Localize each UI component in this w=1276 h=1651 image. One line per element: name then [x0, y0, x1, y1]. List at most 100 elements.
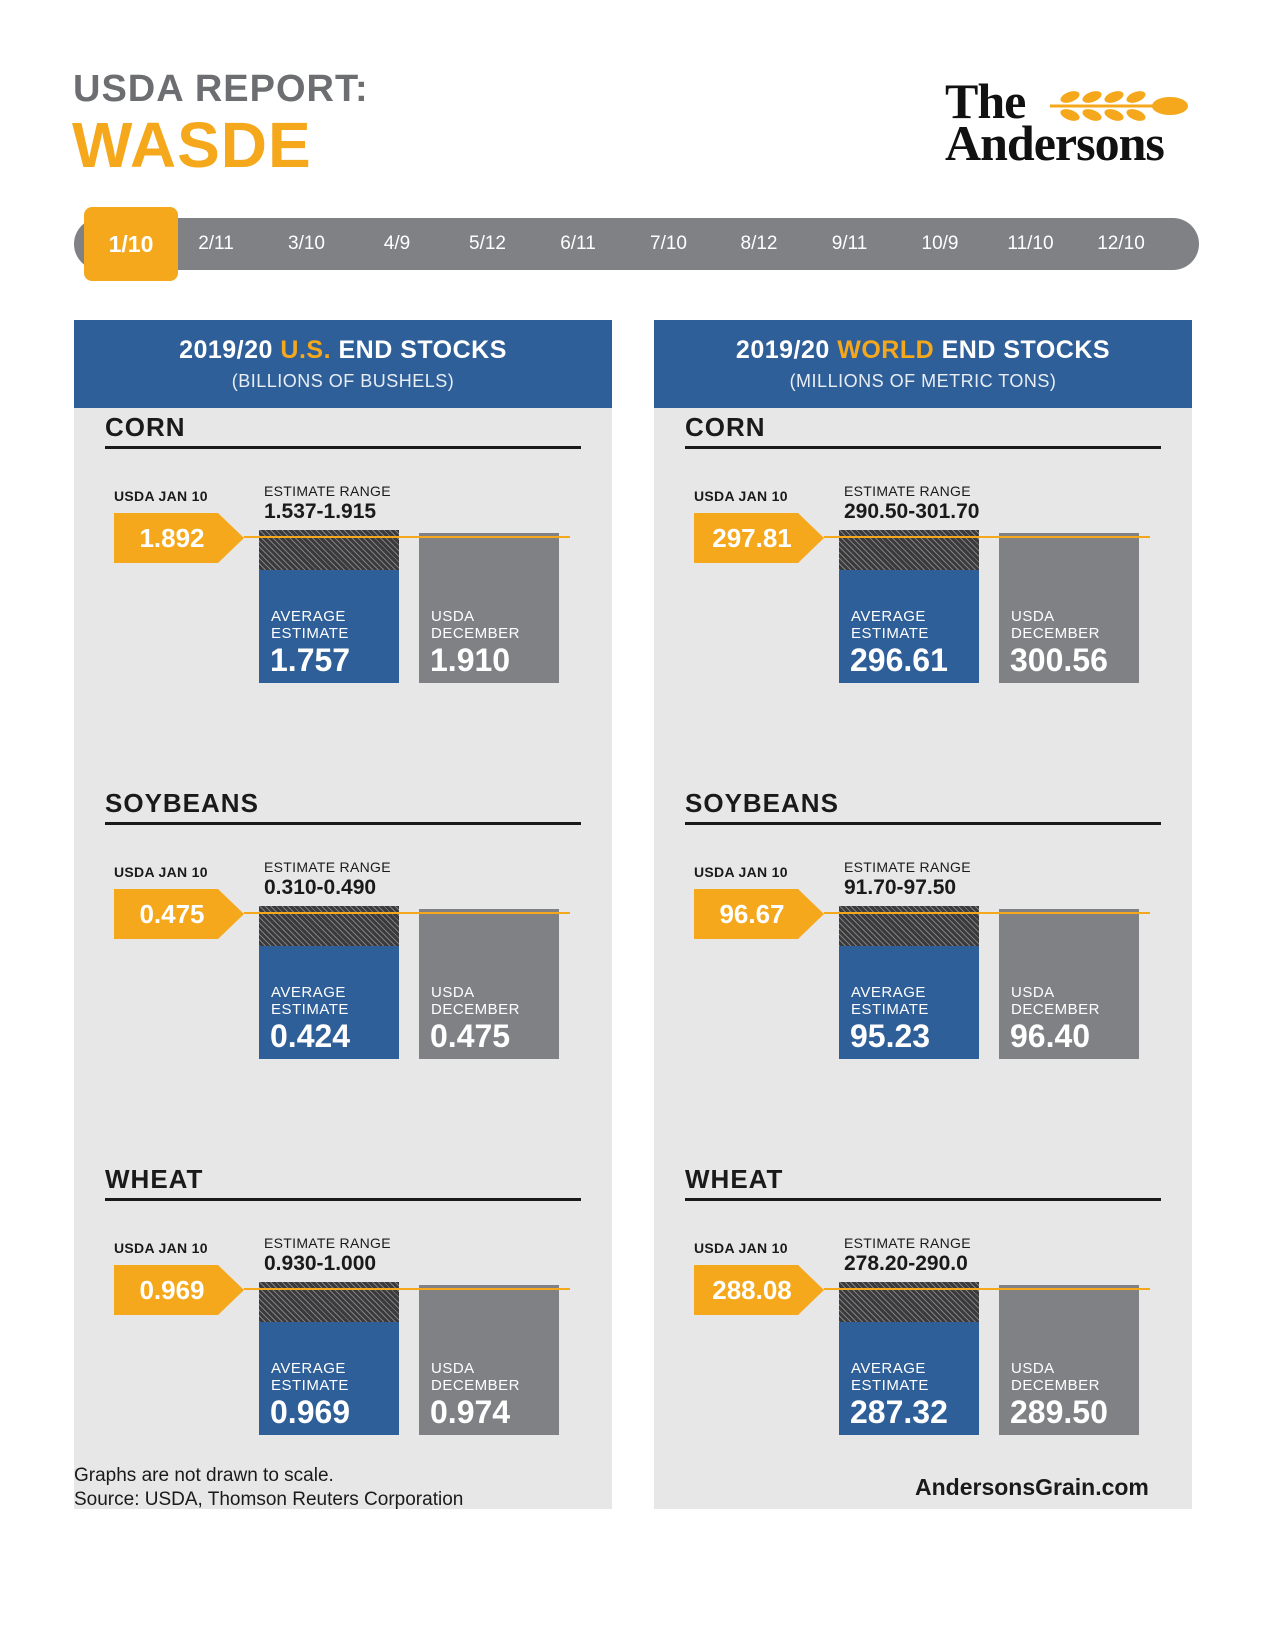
december-word: DECEMBER	[1011, 625, 1101, 642]
panel-title-scope: WORLD	[837, 336, 935, 364]
average-estimate-bar	[259, 946, 399, 1059]
panel-title-metric: END STOCKS	[331, 336, 507, 364]
estimate-range-label: ESTIMATE RANGE	[844, 859, 971, 875]
tag-body	[694, 1265, 798, 1315]
crop-divider	[105, 1198, 581, 1201]
timeline-date-item[interactable]: 4/9	[383, 233, 411, 254]
average-estimate-label: AVERAGE ESTIMATE	[271, 608, 349, 642]
crop-title: CORN	[105, 412, 186, 442]
tag-arrow	[798, 513, 824, 563]
average-estimate-bar	[839, 1322, 979, 1435]
estimate-range-value: 278.20-290.0	[844, 1252, 968, 1275]
timeline-date-item[interactable]: 6/11	[560, 233, 596, 254]
usda-jan-value: 96.67	[719, 899, 785, 929]
crop-divider	[685, 1198, 1161, 1201]
website-link[interactable]: AndersonsGrain.com	[915, 1474, 1149, 1500]
average-estimate-value: 0.424	[270, 1018, 351, 1054]
crop-title: WHEAT	[105, 1164, 204, 1194]
estimate-range-label: ESTIMATE RANGE	[844, 1235, 971, 1251]
usda-jan-value: 0.969	[139, 1275, 205, 1305]
timeline-date-item[interactable]: 3/10	[288, 233, 325, 254]
usda-december-value: 289.50	[1010, 1394, 1108, 1430]
usda-december-bar	[419, 1285, 559, 1435]
footer-source: Source: USDA, Thomson Reuters Corporatio…	[74, 1489, 464, 1510]
average-word: AVERAGE	[271, 984, 346, 1001]
usda-december-bar	[999, 533, 1139, 683]
tag-body	[114, 889, 218, 939]
timeline-date-item[interactable]: 8/12	[740, 233, 778, 254]
usda-jan-value-tag: 0.969	[114, 1265, 244, 1315]
report-date-timeline: 2/11 3/10 4/9 5/12 6/11 7/10 8/12 9/11 10/9 11/10…	[74, 218, 1199, 270]
estimate-range-value: 290.50-301.70	[844, 500, 980, 523]
estimate-range-label: ESTIMATE RANGE	[264, 483, 391, 499]
usda-jan-reference-line	[244, 536, 570, 538]
average-estimate-value: 1.757	[270, 642, 351, 678]
estimate-word: ESTIMATE	[271, 1001, 349, 1018]
tag-arrow	[798, 1265, 824, 1315]
average-estimate-label: AVERAGE ESTIMATE	[851, 608, 929, 642]
panel-header: 2019/20 U.S. END STOCKS (BILLIONS OF BUSH…	[74, 320, 612, 408]
usda-december-value: 0.475	[430, 1018, 511, 1054]
usda-december-label: USDA DECEMBER	[1011, 1360, 1100, 1394]
average-estimate-value: 0.969	[270, 1394, 351, 1430]
usda-word: USDA	[431, 1360, 475, 1377]
average-estimate-value: 287.32	[850, 1394, 948, 1430]
panel-title: 2019/20 WORLD END STOCKS	[654, 336, 1192, 365]
usda-december-bar	[419, 909, 559, 1059]
timeline-date-item[interactable]: 7/10	[650, 233, 687, 254]
usda-jan-value: 297.81	[712, 523, 792, 553]
usda-word: USDA	[431, 608, 475, 625]
tag-arrow	[218, 1265, 244, 1315]
tag-body	[694, 513, 798, 563]
usda-december-label: USDA DECEMBER	[431, 1360, 520, 1394]
usda-december-value: 96.40	[1010, 1018, 1091, 1054]
average-estimate-bar	[259, 570, 399, 683]
tag-arrow	[218, 889, 244, 939]
timeline-active-label[interactable]: 1/10	[108, 231, 154, 257]
average-word: AVERAGE	[851, 984, 926, 1001]
average-estimate-bar	[259, 1322, 399, 1435]
timeline-date-item[interactable]: 10/9	[921, 233, 959, 254]
crop-divider	[685, 822, 1161, 825]
usda-jan-reference-line	[824, 912, 1150, 914]
estimate-range-value: 0.930-1.000	[264, 1252, 377, 1275]
estimate-range-value: 91.70-97.50	[844, 876, 957, 899]
logo-line-2: Andersons	[945, 115, 1165, 171]
usda-jan-label: USDA JAN 10	[694, 488, 788, 504]
december-word: DECEMBER	[431, 625, 521, 642]
usda-jan-value: 1.892	[139, 523, 205, 553]
usda-december-label: USDA DECEMBER	[1011, 984, 1100, 1018]
usda-word: USDA	[431, 984, 475, 1001]
usda-jan-label: USDA JAN 10	[694, 864, 788, 880]
timeline-date-item[interactable]: 12/10	[1097, 233, 1145, 254]
timeline-active-date[interactable]	[84, 207, 178, 281]
estimate-range-label: ESTIMATE RANGE	[844, 483, 971, 499]
estimate-range-label: ESTIMATE RANGE	[264, 1235, 391, 1251]
average-estimate-bar	[839, 946, 979, 1059]
timeline-date-item[interactable]: 2/11	[198, 233, 234, 254]
world-end-stocks-panel: 2019/20 WORLD END STOCKS (MILLIONS OF MET…	[654, 320, 1192, 1509]
december-word: DECEMBER	[1011, 1377, 1101, 1394]
usda-jan-label: USDA JAN 10	[694, 1240, 788, 1256]
crop-title: CORN	[685, 412, 766, 442]
report-subtitle: USDA REPORT:	[73, 68, 369, 110]
crop-divider	[685, 446, 1161, 449]
usda-jan-label: USDA JAN 10	[114, 864, 208, 880]
usda-word: USDA	[1011, 984, 1055, 1001]
tag-arrow	[218, 513, 244, 563]
tag-body	[694, 889, 798, 939]
panel-title-scope: U.S.	[280, 336, 332, 364]
estimate-word: ESTIMATE	[271, 1377, 349, 1394]
timeline-date-item[interactable]: 9/11	[831, 233, 868, 254]
crop-title: SOYBEANS	[685, 788, 839, 818]
panel-units: (MILLIONS OF METRIC TONS)	[789, 371, 1057, 391]
panel-title-metric: END STOCKS	[934, 336, 1111, 364]
timeline-date-item[interactable]: 11/10	[1007, 233, 1054, 254]
average-estimate-value: 95.23	[850, 1018, 931, 1054]
usda-december-value: 1.910	[430, 642, 511, 678]
usda-jan-reference-line	[244, 912, 570, 914]
usda-word: USDA	[1011, 608, 1055, 625]
timeline-date-item[interactable]: 5/12	[469, 233, 506, 254]
average-estimate-label: AVERAGE ESTIMATE	[851, 1360, 929, 1394]
report-title: WASDE	[72, 109, 312, 181]
